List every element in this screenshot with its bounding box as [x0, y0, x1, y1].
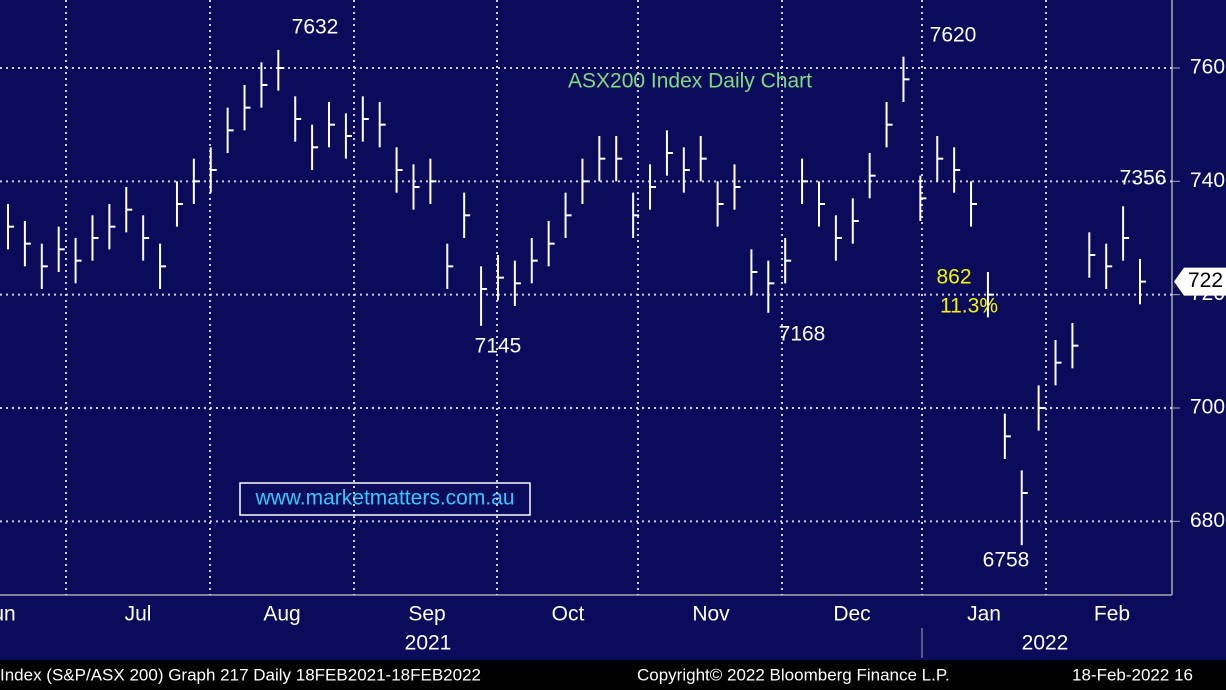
y-tick-label: 700 — [1190, 396, 1225, 419]
annotation: 7168 — [779, 323, 826, 346]
y-tick-label: 760 — [1190, 56, 1225, 79]
annotation: 7145 — [475, 335, 522, 358]
annotation: 11.3% — [940, 295, 998, 318]
x-tick-label: Feb — [1094, 603, 1130, 626]
footer-text: 18-Feb-2022 16 — [1072, 665, 1193, 684]
annotation: 862 — [936, 266, 971, 289]
x-tick-label: Nov — [692, 603, 730, 626]
annotation: 7356 — [1120, 167, 1167, 190]
x-tick-label: Jan — [967, 603, 1001, 626]
year-label: 2022 — [1022, 632, 1069, 655]
chart-title: ASX200 Index Daily Chart — [568, 70, 812, 93]
x-tick-label: Sep — [408, 603, 445, 626]
watermark: www.marketmatters.com.au — [254, 487, 514, 510]
annotation: 6758 — [983, 549, 1030, 572]
footer-text: Index (S&P/ASX 200) Graph 217 Daily 18FE… — [0, 665, 481, 684]
year-label: 2021 — [405, 632, 452, 655]
footer-bar — [0, 660, 1226, 690]
y-tick-label: 680 — [1190, 509, 1225, 532]
last-price-label: 722 — [1188, 269, 1223, 292]
footer-text: Copyright© 2022 Bloomberg Finance L.P. — [637, 665, 950, 684]
annotation: 7620 — [930, 24, 977, 47]
watermark-box — [239, 482, 531, 516]
x-tick-label: Dec — [833, 603, 870, 626]
annotation: 7632 — [292, 16, 339, 39]
y-tick-label: 740 — [1190, 169, 1225, 192]
x-tick-label: Jul — [125, 603, 152, 626]
background — [0, 0, 1226, 660]
x-tick-label: un — [0, 603, 16, 626]
x-tick-label: Oct — [552, 603, 585, 626]
x-tick-label: Aug — [263, 603, 300, 626]
last-price-tag — [1174, 267, 1226, 296]
